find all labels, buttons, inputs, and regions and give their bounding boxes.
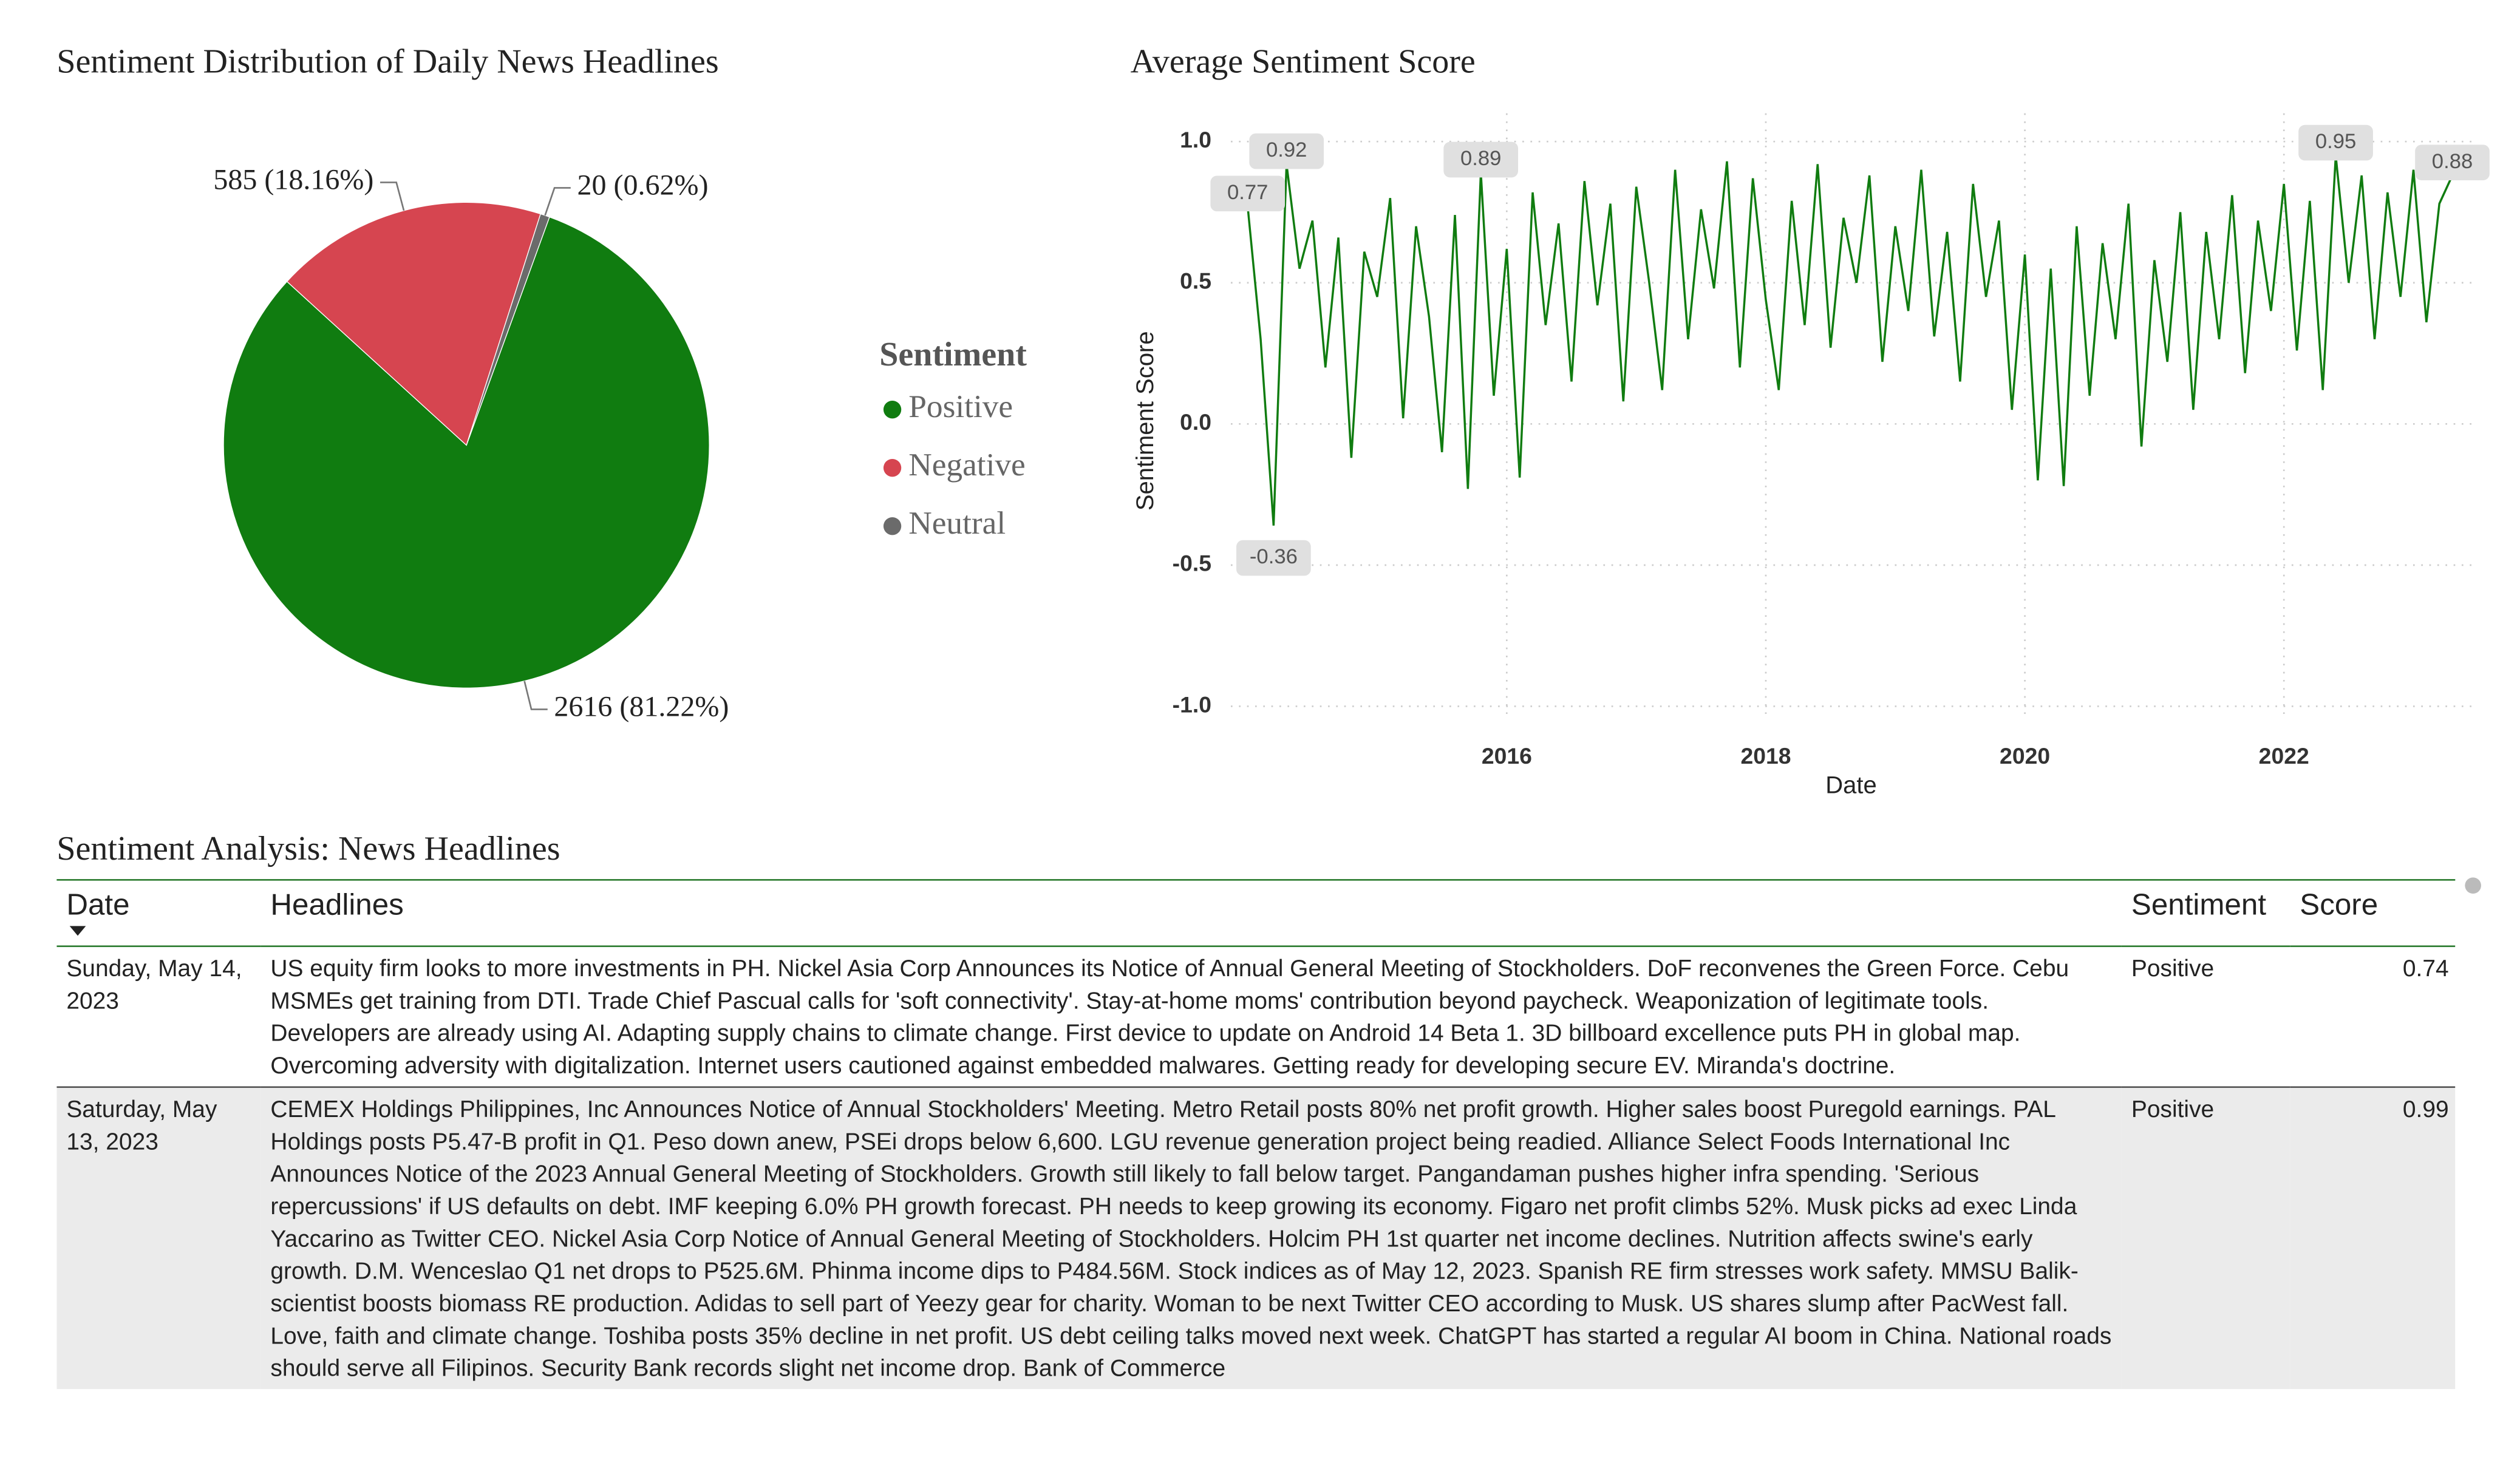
table-cell: 0.99: [2290, 1086, 2456, 1390]
table-container: Date Headlines Sentiment Score Sunday, May …: [56, 879, 2456, 1415]
annotation-box: [1236, 540, 1311, 576]
annotation-box: [1210, 175, 1286, 212]
x-tick-label: 2022: [2259, 743, 2309, 769]
y-axis-title: Sentiment Score: [1132, 331, 1159, 511]
y-tick-label: -0.5: [1173, 551, 1211, 576]
data-label: 0.88: [2432, 150, 2473, 173]
table-cell: 0.74: [2402, 957, 2449, 983]
annotation-box: [2298, 124, 2373, 161]
y-tick-label: -1.0: [1173, 691, 1211, 717]
table-title: Sentiment Analysis: News Headlines: [56, 829, 560, 868]
legend-marker: [883, 459, 902, 477]
column-header: Headlines: [261, 880, 2122, 948]
pie-title: Sentiment Distribution of Daily News Hea…: [56, 43, 718, 81]
table-cell: Positive: [2121, 1086, 2290, 1390]
charts: Sentiment Distribution of Daily News Hea…: [56, 43, 2490, 799]
x-tick-label: 2020: [2000, 743, 2050, 769]
annotation-box: [1249, 133, 1324, 169]
legend-label: Negative: [908, 446, 1025, 483]
annotation-box: [2415, 144, 2490, 180]
column-header: Sentiment: [2121, 880, 2290, 948]
table-cell: US equity firm looks to more investments…: [270, 957, 2069, 1080]
column-header[interactable]: Date: [56, 880, 261, 948]
data-label: 0.95: [2315, 130, 2356, 153]
data-label: -0.36: [1250, 545, 1298, 568]
x-tick-label: 2018: [1740, 743, 1791, 769]
data-label: 0.77: [1227, 181, 1268, 204]
data-label: 0.89: [1460, 147, 1501, 170]
leader-line: [380, 182, 405, 211]
table-row: Saturday, May 13, 2023 CEMEX Holdings Phi…: [56, 1086, 2456, 1390]
leader-line: [523, 681, 548, 710]
y-tick-label: 0.0: [1180, 409, 1211, 435]
table-cell: Positive: [2131, 957, 2215, 983]
sort-indicator[interactable]: [69, 926, 86, 936]
data-label: 20 (0.62%): [577, 169, 708, 201]
legend-marker: [883, 517, 902, 535]
legend-marker: [883, 401, 902, 419]
legend-label: Neutral: [908, 504, 1006, 541]
table-row: Sunday, May 14, 2023 US equity firm looks…: [56, 946, 2455, 1087]
leader-line: [544, 187, 571, 216]
data-label: 2616 (81.22%): [554, 690, 729, 722]
legend-title: Sentiment: [879, 336, 1027, 373]
legend-label: Positive: [908, 388, 1013, 424]
column-header: Score: [2290, 880, 2456, 948]
line-series: [1247, 155, 2454, 526]
table: Date Headlines Sentiment Score Sunday, May …: [56, 880, 2456, 1390]
line-title: Average Sentiment Score: [1131, 43, 1476, 81]
x-tick-label: 2016: [1482, 743, 1532, 769]
annotation-box: [1443, 141, 1519, 178]
table-cell: CEMEX Holdings Philippines, Inc Announce…: [261, 1086, 2122, 1390]
scrollbar[interactable]: [2465, 877, 2481, 894]
data-label: 585 (18.16%): [213, 163, 373, 195]
data-label: 0.92: [1266, 138, 1307, 161]
y-tick-label: 1.0: [1180, 127, 1211, 152]
header-row: Date Headlines Sentiment Score: [56, 880, 2456, 948]
table-cell: Sunday, May 14, 2023: [66, 957, 242, 1016]
table-cell: Saturday, May 13, 2023: [56, 1086, 261, 1390]
x-axis-title: Date: [1825, 772, 1877, 799]
y-tick-label: 0.5: [1180, 268, 1211, 294]
pie-slice: [286, 202, 542, 446]
